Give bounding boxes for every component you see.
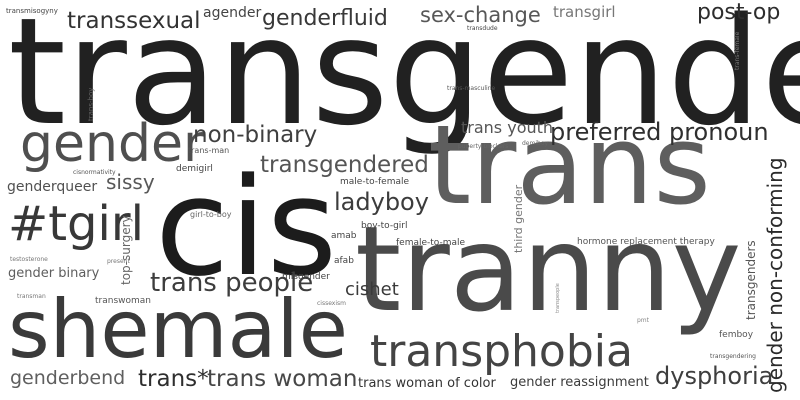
word-25: transgirl xyxy=(553,3,616,21)
word-53: trans-female xyxy=(734,31,741,70)
word-6: #tgirl xyxy=(8,196,144,252)
word-13: preferred pronoun xyxy=(550,118,769,146)
word-54: testosterone xyxy=(10,256,48,263)
word-39: afab xyxy=(334,256,354,266)
word-19: non-binary xyxy=(193,122,318,148)
word-59: pmt xyxy=(637,317,650,324)
word-24: trans youth xyxy=(461,118,554,137)
word-51: demiboy xyxy=(522,140,549,147)
word-34: hormone replacement therapy xyxy=(577,237,715,247)
word-2: cis xyxy=(155,149,338,306)
word-48: transdude xyxy=(467,25,498,32)
word-58: transpeople xyxy=(555,283,561,313)
word-47: transmisogyny xyxy=(6,7,58,15)
word-33: transgenders xyxy=(744,240,758,320)
word-1: trans xyxy=(428,101,711,229)
word-16: genderfluid xyxy=(262,6,388,31)
word-23: cishet xyxy=(345,279,399,300)
word-15: transsexual xyxy=(67,8,201,34)
word-29: trans woman of color xyxy=(358,376,496,391)
word-42: demigirl xyxy=(176,164,213,174)
word-37: boy-to-girl xyxy=(361,221,408,231)
word-43: trans-man xyxy=(188,146,230,155)
word-26: agender xyxy=(203,5,262,21)
word-46: transwoman xyxy=(95,296,151,306)
word-36: female-to-male xyxy=(396,238,466,248)
word-50: puberty blockers xyxy=(458,143,509,150)
word-30: gender reassignment xyxy=(510,375,649,390)
word-9: trans woman xyxy=(207,366,358,392)
word-35: male-to-female xyxy=(340,177,410,187)
word-14: gender non-conforming xyxy=(763,157,787,393)
word-52: trans-boy xyxy=(87,87,95,121)
word-55: present xyxy=(107,258,130,265)
word-44: girl-to-boy xyxy=(190,210,232,219)
word-49: trans-masculine xyxy=(447,85,496,92)
word-0: transgender xyxy=(8,0,800,158)
word-7: transphobia xyxy=(370,326,633,377)
word-12: dysphoria xyxy=(655,362,774,390)
word-28: gender binary xyxy=(8,266,100,281)
word-22: sissy xyxy=(106,170,155,194)
word-3: tranny xyxy=(355,200,742,338)
word-60: transgendering xyxy=(710,353,756,360)
word-20: transgendered xyxy=(260,152,429,178)
word-27: genderqueer xyxy=(7,179,98,195)
word-45: cisnormativity xyxy=(73,169,116,176)
word-41: femboy xyxy=(719,330,754,340)
word-4: shemale xyxy=(8,283,348,376)
word-38: amab xyxy=(331,231,357,241)
word-57: cissexism xyxy=(317,300,346,307)
word-17: sex-change xyxy=(420,3,541,27)
word-8: trans people xyxy=(150,268,314,298)
word-40: misgender xyxy=(282,272,330,282)
word-10: trans* xyxy=(138,366,209,392)
word-11: genderbend xyxy=(10,367,126,389)
word-32: third gender xyxy=(512,184,525,253)
word-5: gender xyxy=(20,114,205,174)
word-21: ladyboy xyxy=(334,188,429,216)
word-31: top-surgery xyxy=(119,215,133,285)
word-56: transman xyxy=(17,293,46,300)
word-18: post-op xyxy=(697,0,781,25)
